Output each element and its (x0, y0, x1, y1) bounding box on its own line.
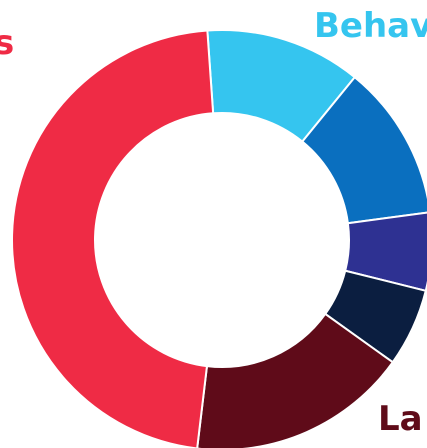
slice-label: Behav (314, 6, 427, 46)
donut-slice (196, 312, 395, 448)
slice-label: La (378, 399, 423, 439)
donut-slice (11, 29, 215, 448)
slice-label: s (0, 23, 14, 63)
donut-slice (300, 75, 427, 225)
